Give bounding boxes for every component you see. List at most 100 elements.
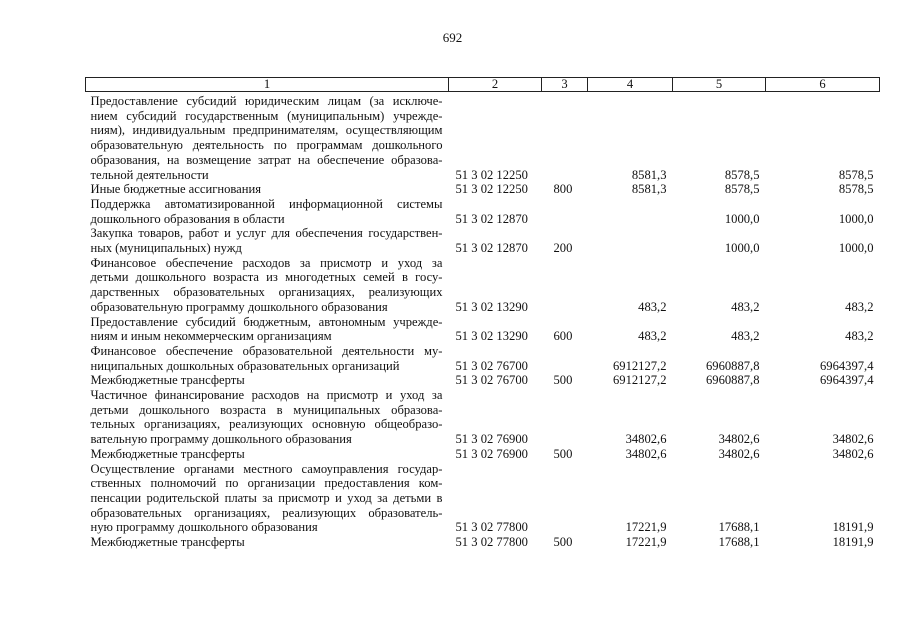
row-value-col5: 1000,0 bbox=[724, 241, 760, 256]
row-value-col6: 8578,5 bbox=[838, 182, 874, 197]
row-code: 51 3 02 12250 bbox=[455, 167, 528, 182]
description-line: пенсации родительской платы за присмотр … bbox=[90, 490, 443, 505]
page-number: 692 bbox=[442, 30, 463, 45]
row-expense-type bbox=[542, 92, 588, 183]
row-code: 51 3 02 12250 bbox=[455, 182, 528, 197]
description-line: нием субсидий государственным (муниципал… bbox=[90, 108, 443, 123]
row-value-col4: 17221,9 bbox=[625, 535, 667, 550]
row-description: Закупка товаров, работ и услуг для обесп… bbox=[86, 226, 449, 255]
row-value-col4 bbox=[588, 197, 673, 226]
row-value-col6: 483,2 bbox=[845, 329, 874, 344]
description-line: ниям), индивидуальным предпринимателям, … bbox=[90, 123, 443, 138]
row-expense-type bbox=[542, 256, 588, 315]
description-line: детьми дошкольного возраста в муниципаль… bbox=[90, 402, 443, 417]
description-line: образовательных организациях, реализующи… bbox=[90, 505, 443, 520]
row-description: Финансовое обеспечение расходов за присм… bbox=[86, 256, 449, 315]
row-expense-type: 800 bbox=[553, 182, 573, 197]
row-value-col6: 8578,5 bbox=[838, 167, 874, 182]
table-row: Осуществление органами местного самоупра… bbox=[86, 462, 880, 536]
row-code: 51 3 02 77800 bbox=[455, 520, 528, 535]
table-row: Межбюджетные трансферты 51 3 02 77800 500 1… bbox=[86, 535, 880, 550]
table-row: Финансовое обеспечение образовательной д… bbox=[86, 344, 880, 373]
row-description: Предоставление субсидий юридическим лица… bbox=[86, 92, 449, 183]
row-value-col6: 18191,9 bbox=[832, 520, 874, 535]
column-header: 3 bbox=[541, 77, 588, 92]
description-line: Поддержка автоматизированной информацион… bbox=[90, 196, 443, 211]
row-expense-type: 500 bbox=[553, 446, 573, 461]
description-line: Межбюджетные трансферты bbox=[90, 446, 245, 461]
row-value-col4: 8581,3 bbox=[631, 167, 667, 182]
row-value-col5: 1000,0 bbox=[724, 211, 760, 226]
row-value-col5: 17688,1 bbox=[718, 535, 760, 550]
row-value-col6: 34802,6 bbox=[832, 432, 874, 447]
row-expense-type: 500 bbox=[553, 535, 573, 550]
table-row: Предоставление субсидий бюджетным, автон… bbox=[86, 315, 880, 344]
header-row: 1 2 3 4 5 6 bbox=[85, 77, 880, 92]
description-line: Частичное финансирование расходов на при… bbox=[90, 388, 443, 403]
table-row: Межбюджетные трансферты 51 3 02 76900 500 3… bbox=[86, 447, 880, 462]
row-value-col5: 6960887,8 bbox=[705, 358, 760, 373]
description-line: ниям и иным некоммерческим организациям bbox=[90, 329, 332, 344]
description-line: образовательную программу дошкольного об… bbox=[90, 299, 388, 314]
row-expense-type bbox=[542, 344, 588, 373]
row-value-col4: 483,2 bbox=[638, 329, 667, 344]
description-line: вательную программу дошкольного образова… bbox=[90, 432, 352, 447]
column-header: 6 bbox=[765, 77, 880, 92]
row-value-col6: 483,2 bbox=[845, 299, 874, 314]
description-line: Предоставление субсидий юридическим лица… bbox=[90, 94, 443, 108]
description-line: дарственных образовательных организациях… bbox=[90, 285, 443, 300]
row-description: Межбюджетные трансферты bbox=[86, 535, 449, 550]
row-code: 51 3 02 13290 bbox=[455, 299, 528, 314]
description-line: тельных организациях, реализующих основн… bbox=[90, 417, 443, 432]
row-value-col4: 8581,3 bbox=[631, 182, 667, 197]
row-value-col6: 1000,0 bbox=[838, 211, 874, 226]
row-description: Поддержка автоматизированной информацион… bbox=[86, 197, 449, 226]
row-description: Частичное финансирование расходов на при… bbox=[86, 388, 449, 447]
column-header: 4 bbox=[587, 77, 673, 92]
row-code: 51 3 02 76900 bbox=[455, 432, 528, 447]
description-line: ниципальных дошкольных образовательных о… bbox=[90, 358, 400, 373]
row-value-col4 bbox=[588, 226, 673, 255]
row-description: Межбюджетные трансферты bbox=[86, 373, 449, 388]
row-description: Иные бюджетные ассигнования bbox=[86, 182, 449, 197]
description-line: Межбюджетные трансферты bbox=[90, 373, 245, 388]
row-code: 51 3 02 77800 bbox=[455, 535, 528, 550]
row-value-col5: 34802,6 bbox=[718, 432, 760, 447]
budget-table: 1 2 3 4 5 6 Предоставление субсидий юрид… bbox=[85, 77, 880, 550]
description-line: Финансовое обеспечение расходов за присм… bbox=[90, 255, 443, 270]
row-value-col4: 6912127,2 bbox=[612, 373, 667, 388]
column-header: 5 bbox=[672, 77, 766, 92]
table-row: Предоставление субсидий юридическим лица… bbox=[86, 92, 880, 183]
description-line: Закупка товаров, работ и услуг для обесп… bbox=[90, 226, 443, 241]
description-line: дошкольного образования в области bbox=[90, 211, 285, 226]
table-row: Закупка товаров, работ и услуг для обесп… bbox=[86, 226, 880, 255]
row-value-col4: 34802,6 bbox=[625, 446, 667, 461]
row-expense-type bbox=[542, 197, 588, 226]
row-value-col5: 483,2 bbox=[731, 329, 760, 344]
row-value-col5: 483,2 bbox=[731, 299, 760, 314]
row-value-col6: 6964397,4 bbox=[819, 358, 874, 373]
row-code: 51 3 02 76900 bbox=[455, 446, 528, 461]
row-value-col6: 1000,0 bbox=[838, 241, 874, 256]
description-line: Предоставление субсидий бюджетным, автон… bbox=[90, 314, 443, 329]
description-line: образования, на возмещение затрат на обе… bbox=[90, 152, 443, 167]
row-expense-type: 200 bbox=[553, 241, 573, 256]
description-line: Межбюджетные трансферты bbox=[90, 535, 245, 550]
description-line: Осуществление органами местного самоупра… bbox=[90, 461, 443, 476]
row-value-col5: 8578,5 bbox=[724, 167, 760, 182]
table-row: Частичное финансирование расходов на при… bbox=[86, 388, 880, 447]
row-description: Осуществление органами местного самоупра… bbox=[86, 462, 449, 536]
column-header: 1 bbox=[85, 77, 449, 92]
row-value-col5: 8578,5 bbox=[724, 182, 760, 197]
row-description: Межбюджетные трансферты bbox=[86, 447, 449, 462]
table-row: Поддержка автоматизированной информацион… bbox=[86, 197, 880, 226]
row-expense-type: 600 bbox=[553, 329, 573, 344]
row-value-col5: 17688,1 bbox=[718, 520, 760, 535]
table-row: Финансовое обеспечение расходов за присм… bbox=[86, 256, 880, 315]
description-line: тельной деятельности bbox=[90, 167, 209, 182]
description-line: детьми дошкольного возраста из многодетн… bbox=[90, 270, 443, 285]
table-row: Иные бюджетные ассигнования 51 3 02 12250… bbox=[86, 182, 880, 197]
row-value-col4: 34802,6 bbox=[625, 432, 667, 447]
row-expense-type bbox=[542, 388, 588, 447]
row-code: 51 3 02 76700 bbox=[455, 358, 528, 373]
